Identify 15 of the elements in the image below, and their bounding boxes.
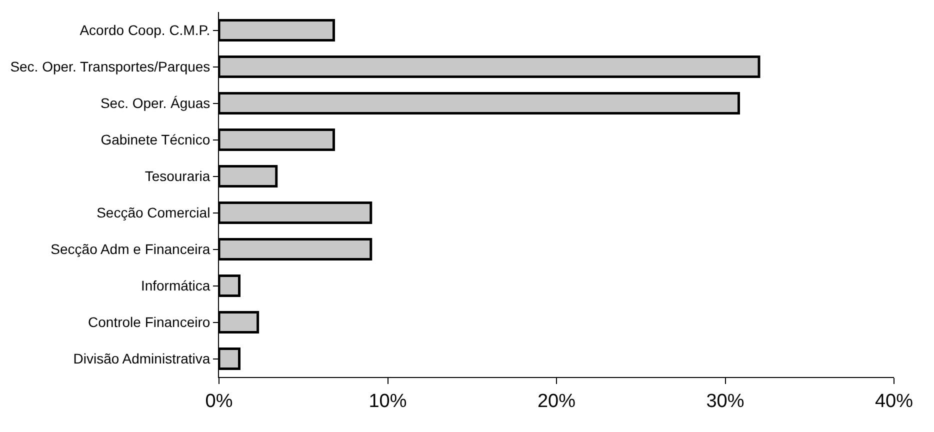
x-tick-label: 0% <box>205 390 233 412</box>
y-tick-label: Secção Adm e Financeira <box>50 241 210 258</box>
x-tick-label: 10% <box>368 390 407 412</box>
y-tick-label: Acordo Coop. C.M.P. <box>80 22 210 38</box>
y-tick-label: Gabinete Técnico <box>100 132 210 148</box>
x-tick-label: 20% <box>537 390 576 412</box>
y-tick-label: Informática <box>140 278 210 294</box>
x-tick-label: 40% <box>874 390 914 412</box>
y-tick-label: Sec. Oper. Transportes/Parques <box>10 58 210 75</box>
y-tick-label: Tesouraria <box>144 168 210 184</box>
x-tick-label: 30% <box>706 390 744 412</box>
y-tick-label: Divisão Administrativa <box>73 350 210 367</box>
y-tick-label: Controle Financeiro <box>88 314 210 330</box>
y-tick-label: Secção Comercial <box>96 204 210 221</box>
y-tick-label: Sec. Oper. Águas <box>100 95 210 112</box>
